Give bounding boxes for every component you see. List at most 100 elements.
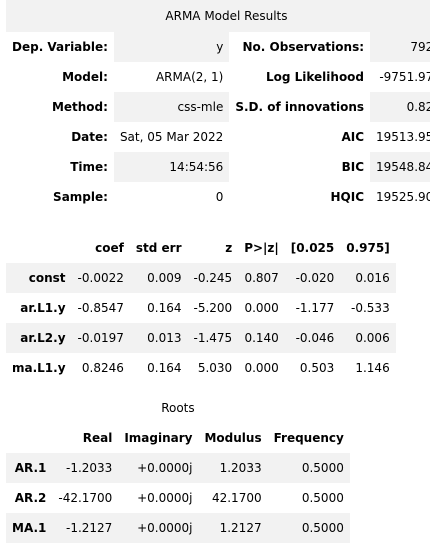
summary-row: Method: css-mle S.D. of innovations 0.82…: [6, 92, 430, 122]
summary-right-label: HQIC: [330, 190, 365, 204]
roots-cell: +0.0000j: [137, 521, 193, 535]
summary-right-value: 19548.846: [370, 152, 430, 182]
coef-cell: 5.030: [197, 361, 233, 375]
roots-row-label: AR.2: [14, 491, 47, 505]
summary-right-value: 0.828: [370, 92, 430, 122]
summary-left-label: Dep. Variable:: [12, 40, 108, 54]
coef-cell: 0.807: [244, 271, 279, 285]
coef-cell: 0.164: [147, 361, 182, 375]
coef-cell: 0.006: [355, 331, 390, 345]
coef-cell: 0.009: [147, 271, 182, 285]
coef-cell: -0.8547: [77, 301, 124, 315]
roots-header-cell: Imaginary: [124, 431, 193, 445]
roots-cell: +0.0000j: [137, 461, 193, 475]
coef-cell: 0.013: [147, 331, 182, 345]
summary-right-label: No. Observations:: [242, 40, 365, 54]
summary-left-value: ARMA(2, 1): [113, 62, 230, 92]
summary-left-label: Method:: [51, 100, 108, 114]
roots-table: Roots Real Imaginary Modulus Frequency A…: [6, 393, 350, 543]
coef-header-cell: coef: [95, 241, 124, 255]
roots-cell: 42.1700: [211, 491, 262, 505]
summary-row: Model: ARMA(2, 1) Log Likelihood -9751.9…: [6, 62, 430, 92]
summary-right-value: -9751.978: [370, 62, 430, 92]
coef-header-cell: std err: [135, 241, 182, 255]
coef-header-cell: 0.975]: [346, 241, 390, 255]
roots-cell: 0.5000: [301, 491, 344, 505]
summary-left-label: Time:: [70, 160, 108, 174]
coef-row-label: ar.L2.y: [20, 331, 66, 345]
coef-cell: -5.200: [193, 301, 233, 315]
roots-cell: -42.1700: [58, 491, 113, 505]
roots-title: Roots: [161, 401, 195, 415]
roots-cell: 0.5000: [301, 521, 344, 535]
summary-left-value: Sat, 05 Mar 2022: [113, 122, 230, 152]
coef-cell: 0.164: [147, 301, 182, 315]
coef-cell: 0.8246: [81, 361, 124, 375]
coefficients-table: coef std err z P>|z| [0.025 0.975] const…: [6, 233, 396, 383]
summary-right-label: AIC: [341, 130, 365, 144]
roots-row: AR.2 -42.1700 +0.0000j 42.1700 0.5000: [6, 483, 350, 513]
summary-right-label: S.D. of innovations: [235, 100, 365, 114]
coef-cell: 0.000: [244, 301, 279, 315]
roots-row: MA.1 -1.2127 +0.0000j 1.2127 0.5000: [6, 513, 350, 543]
model-summary-table: ARMA Model Results Dep. Variable: y No. …: [6, 0, 430, 212]
roots-cell: 0.5000: [301, 461, 344, 475]
coef-row-label: ma.L1.y: [12, 361, 66, 375]
coef-header-row: coef std err z P>|z| [0.025 0.975]: [6, 233, 396, 263]
coef-row: ma.L1.y 0.8246 0.164 5.030 0.000 0.503 1…: [6, 353, 396, 383]
summary-left-label: Date:: [71, 130, 108, 144]
coef-row: const -0.0022 0.009 -0.245 0.807 -0.020 …: [6, 263, 396, 293]
coef-cell: -0.245: [193, 271, 233, 285]
summary-left-value: 0: [113, 182, 230, 212]
summary-row: Time: 14:54:56 BIC 19548.846: [6, 152, 430, 182]
coef-cell: -1.475: [193, 331, 233, 345]
coef-row-label: const: [28, 271, 66, 285]
summary-right-label: Log Likelihood: [265, 70, 365, 84]
coef-cell: -0.046: [295, 331, 335, 345]
coef-header-cell: z: [225, 241, 233, 255]
roots-header-cell: [6, 423, 52, 453]
summary-title: ARMA Model Results: [6, 0, 430, 32]
coef-header-cell: P>|z|: [244, 241, 279, 255]
summary-left-label: Model:: [62, 70, 108, 84]
coef-row-label: ar.L1.y: [20, 301, 66, 315]
summary-left-value: css-mle: [113, 92, 230, 122]
roots-row-label: MA.1: [12, 521, 47, 535]
roots-row-label: AR.1: [14, 461, 47, 475]
roots-cell: -1.2127: [65, 521, 113, 535]
coef-header-cell: [0.025: [290, 241, 335, 255]
summary-right-value: 7928: [370, 32, 430, 62]
summary-right-value: 19525.903: [370, 182, 430, 212]
coef-cell: -1.177: [295, 301, 335, 315]
roots-header-row: Real Imaginary Modulus Frequency: [6, 423, 350, 453]
coef-cell: 0.016: [355, 271, 390, 285]
coef-cell: -0.533: [351, 301, 390, 315]
roots-header-cell: Real: [82, 431, 113, 445]
roots-cell: -1.2033: [65, 461, 113, 475]
roots-cell: 1.2033: [219, 461, 262, 475]
coef-cell: -0.0022: [77, 271, 124, 285]
summary-row: Sample: 0 HQIC 19525.903: [6, 182, 430, 212]
roots-cell: 1.2127: [219, 521, 262, 535]
summary-left-value: y: [113, 32, 230, 62]
roots-cell: +0.0000j: [137, 491, 193, 505]
summary-left-value: 14:54:56: [113, 152, 230, 182]
summary-left-label: Sample:: [53, 190, 108, 204]
summary-right-value: 19513.955: [370, 122, 430, 152]
summary-row: Dep. Variable: y No. Observations: 7928: [6, 32, 430, 62]
coef-cell: 0.503: [299, 361, 335, 375]
summary-row: Date: Sat, 05 Mar 2022 AIC 19513.955: [6, 122, 430, 152]
roots-header-cell: Frequency: [273, 431, 344, 445]
coef-cell: 0.000: [244, 361, 279, 375]
coef-cell: -0.0197: [77, 331, 124, 345]
coef-cell: -0.020: [295, 271, 335, 285]
coef-row: ar.L1.y -0.8547 0.164 -5.200 0.000 -1.17…: [6, 293, 396, 323]
coef-cell: 1.146: [355, 361, 390, 375]
summary-right-label: BIC: [341, 160, 365, 174]
roots-header-cell: Modulus: [204, 431, 262, 445]
coef-cell: 0.140: [244, 331, 279, 345]
coef-header-cell: [6, 233, 72, 263]
roots-row: AR.1 -1.2033 +0.0000j 1.2033 0.5000: [6, 453, 350, 483]
summary-body: Dep. Variable: y No. Observations: 7928 …: [6, 32, 430, 212]
coef-row: ar.L2.y -0.0197 0.013 -1.475 0.140 -0.04…: [6, 323, 396, 353]
